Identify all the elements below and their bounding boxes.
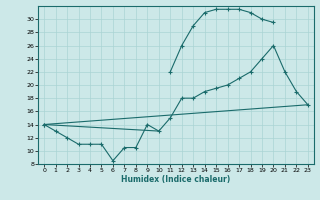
X-axis label: Humidex (Indice chaleur): Humidex (Indice chaleur) — [121, 175, 231, 184]
